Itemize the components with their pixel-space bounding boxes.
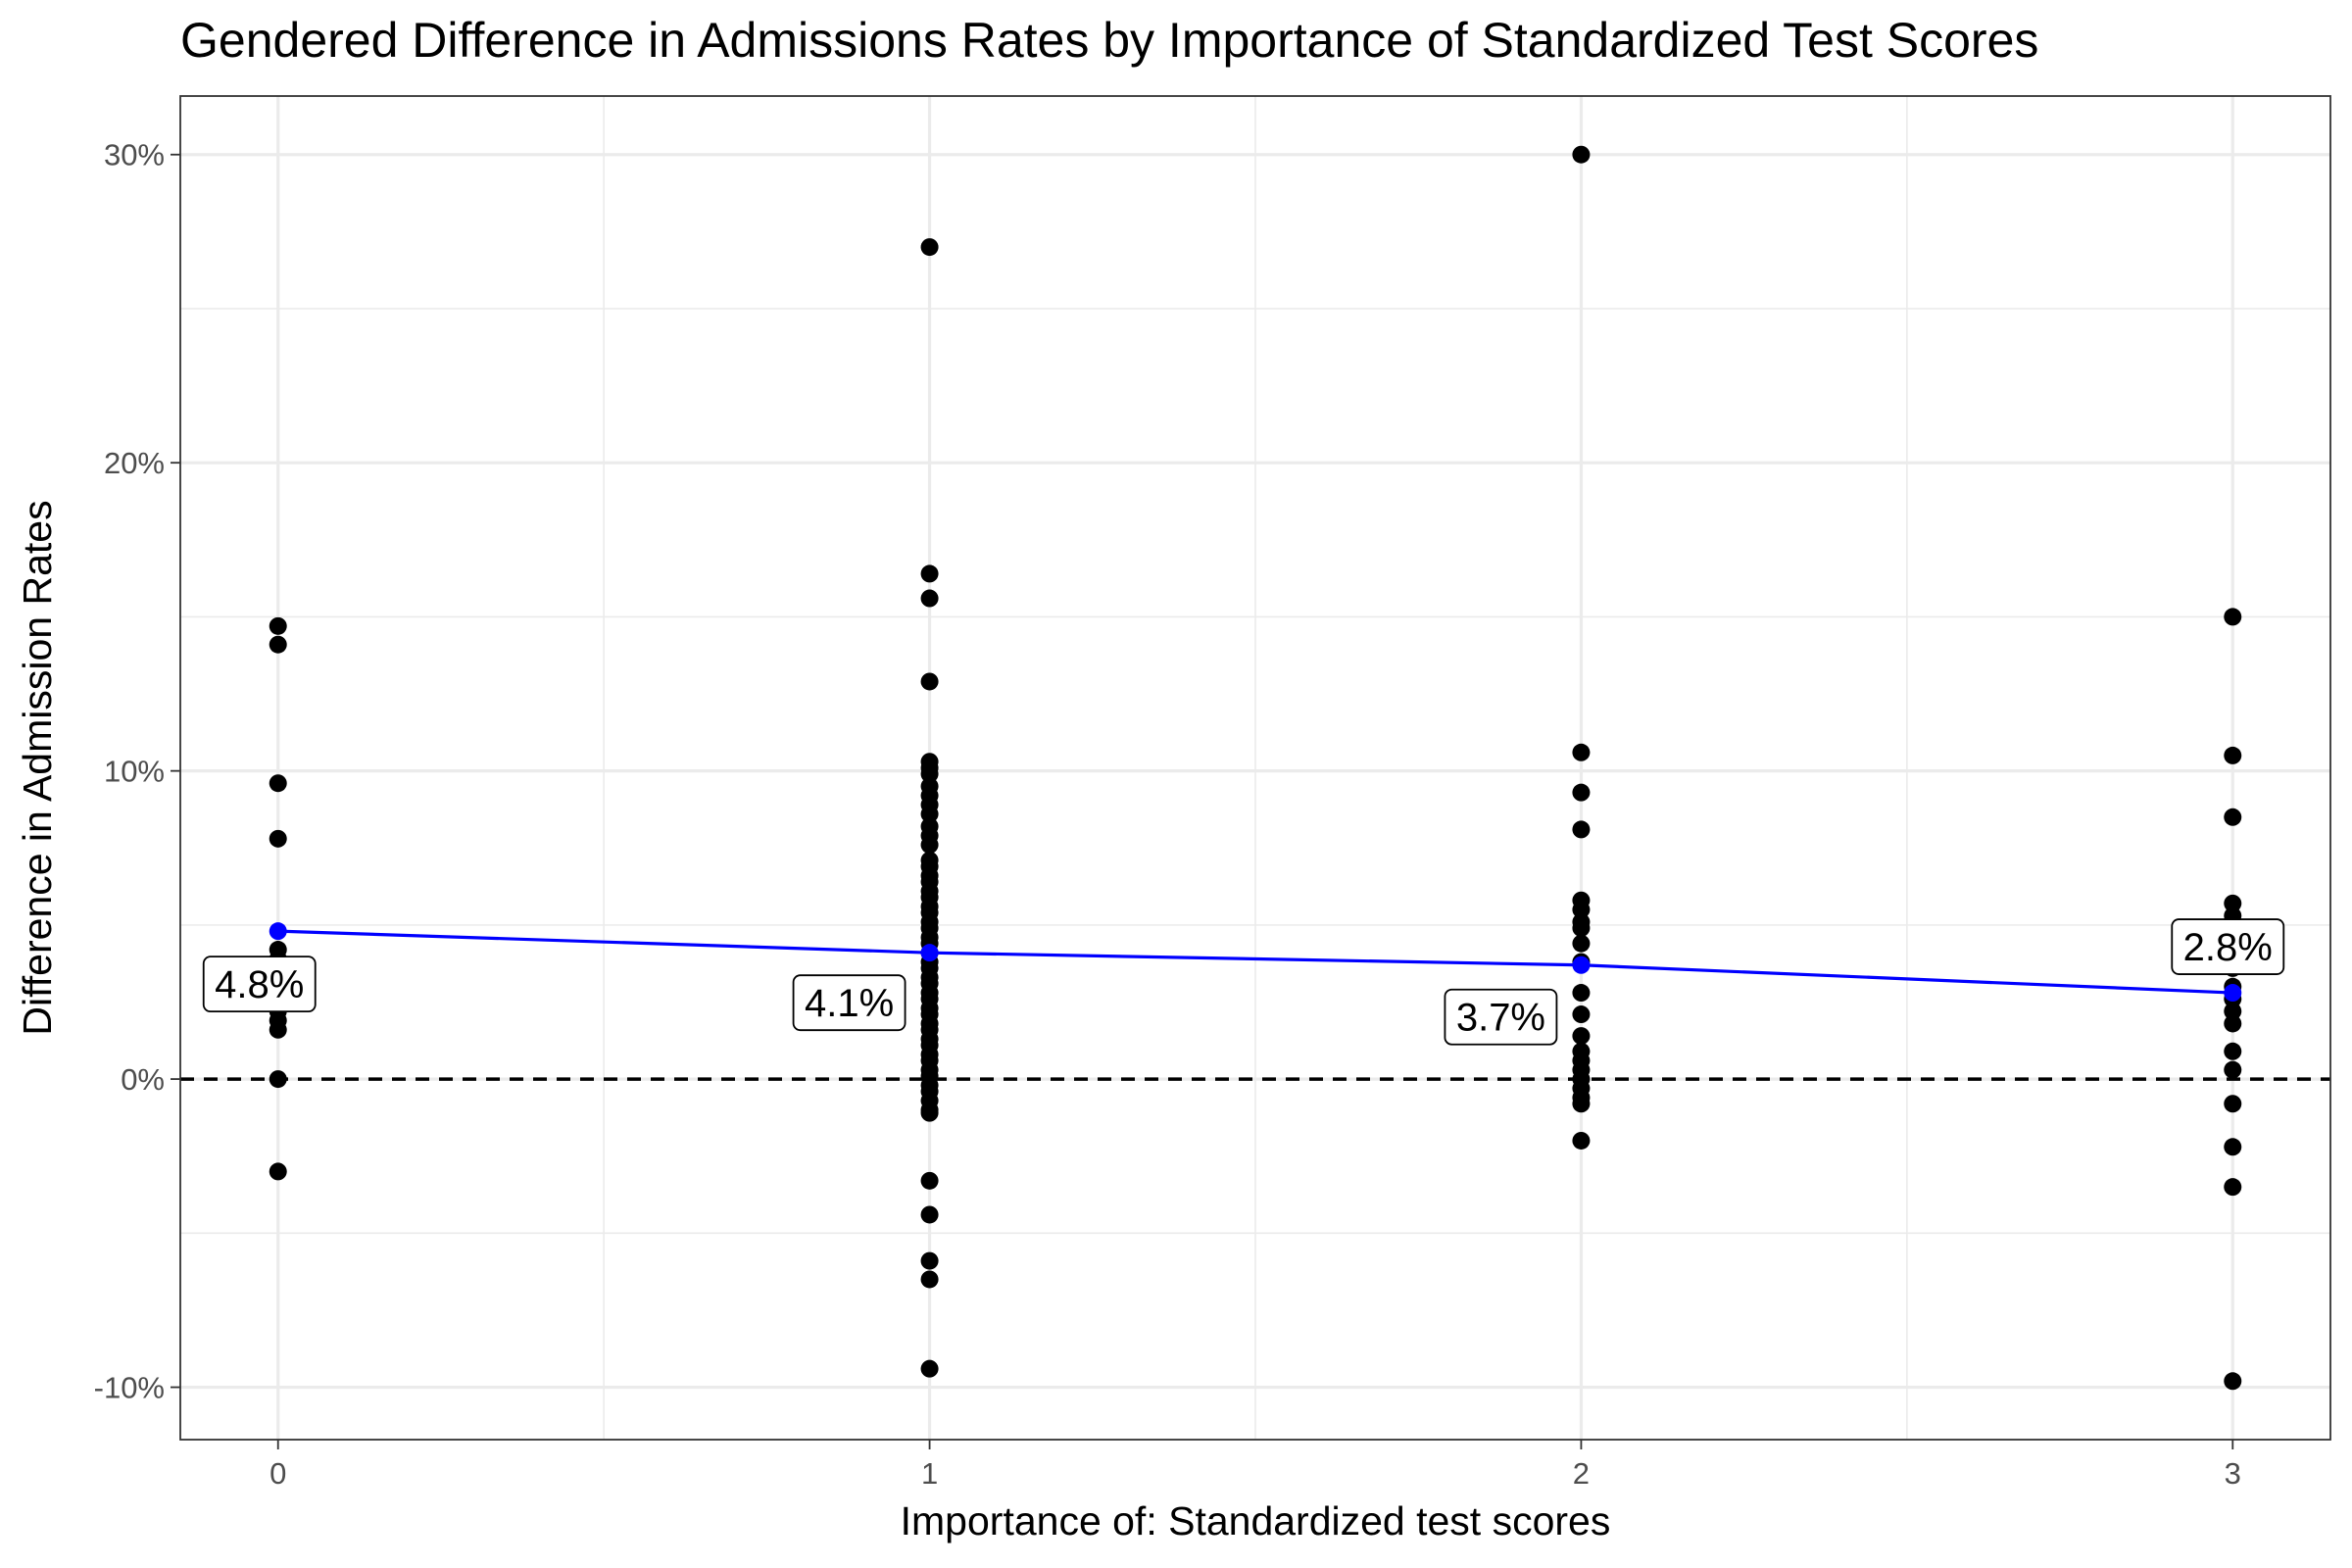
data-point	[269, 1020, 287, 1039]
data-point	[920, 672, 939, 691]
data-point	[1572, 1095, 1591, 1113]
data-point	[920, 1359, 939, 1378]
data-point	[1572, 919, 1591, 938]
data-point	[2224, 1014, 2242, 1033]
data-point	[269, 1070, 287, 1089]
mean-label: 4.1%	[805, 982, 894, 1025]
data-point	[920, 1251, 939, 1270]
mean-point	[269, 922, 287, 941]
data-point	[920, 1205, 939, 1224]
data-point	[2224, 1095, 2242, 1113]
data-point	[2224, 1372, 2242, 1391]
data-point	[2224, 746, 2242, 764]
data-point	[920, 805, 939, 823]
data-point	[1572, 145, 1591, 164]
data-point	[2224, 1002, 2242, 1020]
mean-labels-layer: 4.8% 4.1% 3.7% 2.8%	[202, 918, 2285, 1046]
chart-title: Gendered Difference in Admissions Rates …	[180, 13, 2039, 68]
mean-points-layer	[269, 922, 2242, 1003]
data-point	[1572, 820, 1591, 839]
mean-label: 2.8%	[2183, 926, 2273, 969]
data-point	[1572, 743, 1591, 761]
data-point	[1572, 901, 1591, 919]
data-point	[920, 1270, 939, 1289]
x-axis-title: Importance of: Standardized test scores	[901, 1498, 1611, 1544]
mean-label-box	[2171, 918, 2285, 975]
data-point	[1572, 783, 1591, 802]
data-point	[920, 1171, 939, 1190]
mean-label-box	[1444, 988, 1558, 1046]
y-tick-label: 30%	[104, 138, 165, 172]
data-point	[2224, 1138, 2242, 1156]
data-point	[2224, 1042, 2242, 1060]
x-tick-label: 2	[1573, 1456, 1590, 1491]
data-point	[920, 1103, 939, 1122]
data-point	[269, 635, 287, 654]
data-point	[1572, 1027, 1591, 1046]
data-point	[1572, 1131, 1591, 1150]
data-point	[2224, 1060, 2242, 1079]
x-tick-label: 0	[270, 1456, 286, 1491]
mean-label: 4.8%	[215, 963, 304, 1006]
y-axis-title: Difference in Admission Rates	[15, 500, 60, 1035]
y-tick-label: 20%	[104, 446, 165, 480]
data-point	[269, 1162, 287, 1181]
x-tick-label: 3	[2225, 1456, 2241, 1491]
data-point	[1572, 934, 1591, 953]
data-point	[920, 564, 939, 583]
data-point	[269, 829, 287, 848]
data-point	[2224, 608, 2242, 626]
y-tick-label: 0%	[121, 1062, 165, 1097]
grid-layer	[180, 96, 2330, 1440]
data-point	[2224, 894, 2242, 912]
data-point	[2224, 1178, 2242, 1197]
data-point	[1572, 1005, 1591, 1024]
data-point	[1572, 984, 1591, 1003]
mean-point	[1572, 956, 1591, 974]
x-tick-label: 1	[921, 1456, 938, 1491]
data-point	[920, 764, 939, 783]
data-point	[269, 774, 287, 793]
panel-border	[179, 95, 2331, 1441]
axes-layer: -10% 0% 10% 20% 30% 0 1 2 3	[94, 138, 2241, 1491]
y-tick-label: -10%	[94, 1371, 165, 1405]
mean-point	[920, 944, 939, 962]
data-point	[269, 616, 287, 635]
y-tick-label: 10%	[104, 755, 165, 789]
data-point	[2224, 808, 2242, 826]
mean-label-box	[202, 956, 317, 1013]
data-point	[920, 589, 939, 608]
data-point	[920, 238, 939, 257]
data-point	[920, 836, 939, 855]
mean-trend-line	[277, 929, 2233, 995]
mean-label-box	[792, 974, 906, 1032]
mean-label: 3.7%	[1456, 997, 1545, 1040]
mean-point	[2224, 984, 2242, 1003]
